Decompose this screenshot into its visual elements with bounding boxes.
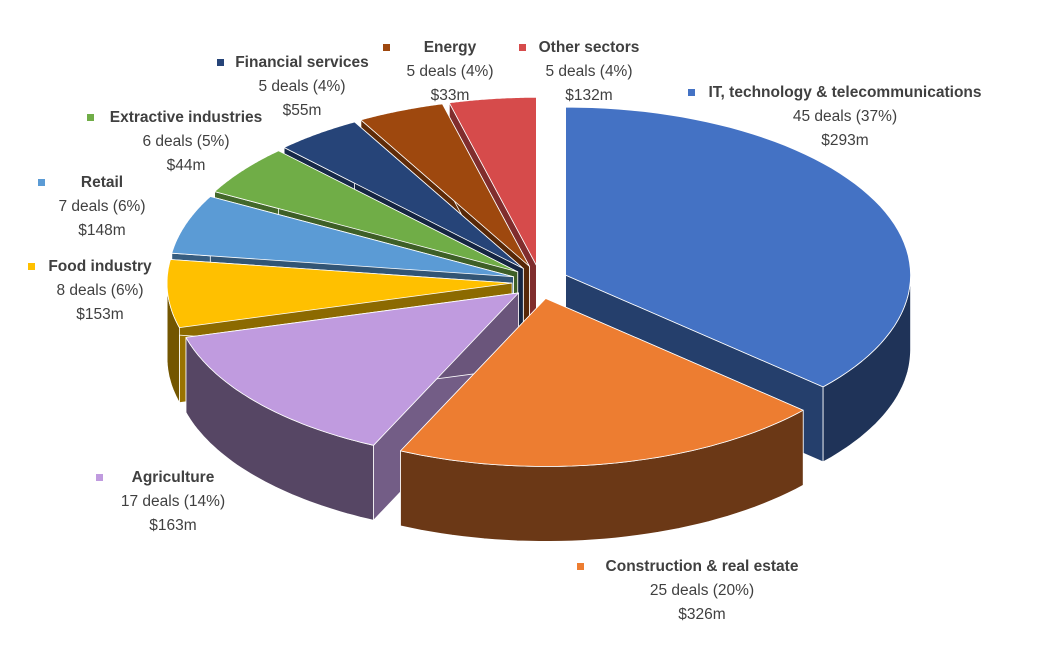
label-category: Construction & real estate <box>605 558 799 575</box>
legend-marker <box>383 44 390 51</box>
label-value: $44m <box>166 157 206 174</box>
legend-marker <box>96 474 103 481</box>
label-category: Agriculture <box>131 469 215 486</box>
label-deals: 5 deals (4%) <box>406 63 494 80</box>
label-category: Retail <box>80 174 124 191</box>
data-label: Retail 7 deals (6%) $148m <box>58 171 145 243</box>
slice-top-face <box>214 150 519 273</box>
label-value: $55m <box>282 102 322 119</box>
label-category: IT, technology & telecommunications <box>708 84 982 101</box>
data-label: IT, technology & telecommunications 45 de… <box>708 81 981 153</box>
data-label: Agriculture 17 deals (14%) $163m <box>121 466 225 538</box>
slice-top-face <box>448 96 537 266</box>
label-category: Other sectors <box>538 39 640 56</box>
label-value: $163m <box>149 517 197 534</box>
label-deals: 8 deals (6%) <box>56 282 144 299</box>
data-label: Financial services 5 deals (4%) $55m <box>235 51 369 123</box>
legend-marker <box>577 563 584 570</box>
legend-marker <box>217 59 224 66</box>
label-deals: 6 deals (5%) <box>142 133 230 150</box>
data-label: Construction & real estate 25 deals (20%)… <box>606 555 799 627</box>
label-value: $326m <box>678 606 726 623</box>
slice-top-face <box>166 259 513 328</box>
slice-top-face <box>185 292 519 446</box>
label-category: Energy <box>423 39 477 56</box>
legend-marker <box>87 114 94 121</box>
label-category: Financial services <box>235 54 369 71</box>
label-value: $132m <box>565 87 613 104</box>
label-deals: 25 deals (20%) <box>649 582 755 599</box>
legend-marker <box>38 179 45 186</box>
data-label: Other sectors 5 deals (4%) $132m <box>539 36 640 108</box>
slice-top-face <box>565 106 911 388</box>
label-value: $293m <box>821 132 869 149</box>
slice-top-face <box>360 103 530 267</box>
label-deals: 45 deals (37%) <box>792 108 898 125</box>
label-deals: 7 deals (6%) <box>58 198 146 215</box>
slice-top-face <box>400 298 804 467</box>
label-deals: 5 deals (4%) <box>545 63 633 80</box>
slice-top-face <box>171 196 514 278</box>
slice-top-face <box>283 121 524 269</box>
label-value: $153m <box>76 306 124 323</box>
legend-marker <box>519 44 526 51</box>
data-label: Energy 5 deals (4%) $33m <box>406 36 493 108</box>
pie-slice-construction-real-estate <box>400 298 804 542</box>
label-category: Food industry <box>48 258 152 275</box>
label-value: $33m <box>430 87 470 104</box>
data-label: Food industry 8 deals (6%) $153m <box>48 255 151 327</box>
label-deals: 5 deals (4%) <box>258 78 346 95</box>
legend-marker <box>688 89 695 96</box>
label-deals: 17 deals (14%) <box>120 493 226 510</box>
label-category: Extractive industries <box>109 109 263 126</box>
legend-marker <box>28 263 35 270</box>
data-label: Extractive industries 6 deals (5%) $44m <box>110 106 262 178</box>
label-value: $148m <box>78 222 126 239</box>
